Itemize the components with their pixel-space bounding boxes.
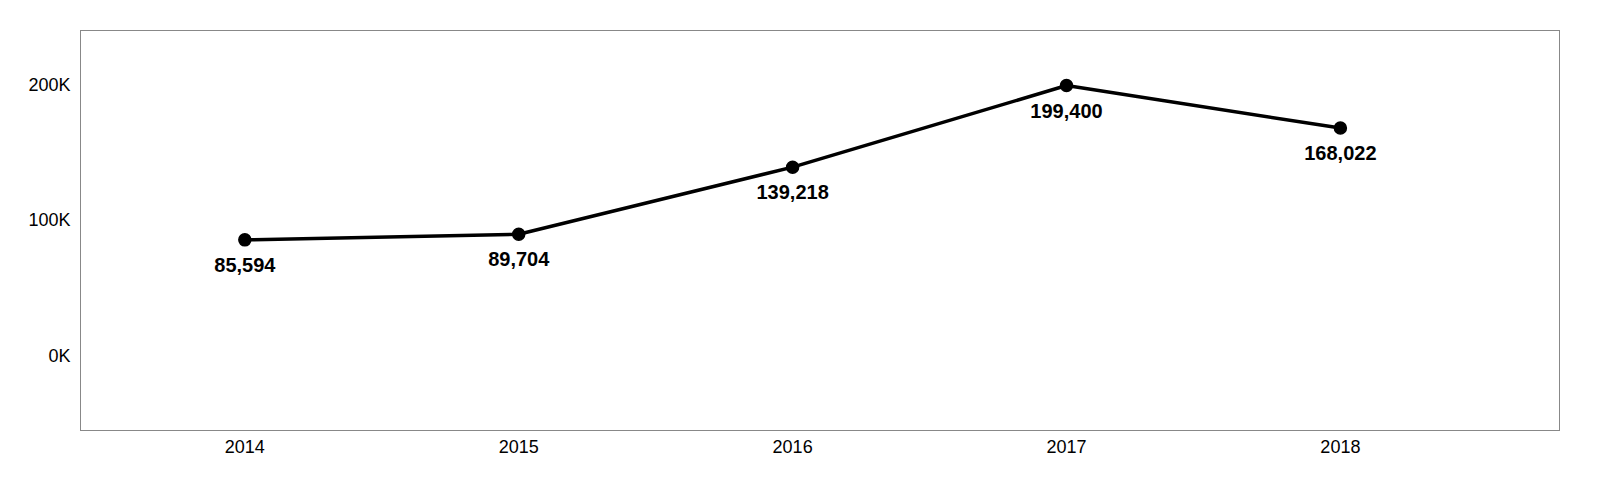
svg-text:89,704: 89,704: [488, 248, 550, 270]
svg-text:2014: 2014: [225, 437, 265, 457]
svg-text:0K: 0K: [48, 346, 70, 366]
svg-text:200K: 200K: [28, 74, 70, 94]
svg-text:2015: 2015: [499, 437, 539, 457]
svg-text:85,594: 85,594: [214, 254, 276, 276]
svg-text:2018: 2018: [1320, 437, 1360, 457]
svg-text:139,218: 139,218: [756, 181, 828, 203]
svg-text:2017: 2017: [1046, 437, 1086, 457]
svg-text:2016: 2016: [773, 437, 813, 457]
svg-text:199,400: 199,400: [1030, 100, 1102, 122]
svg-text:100K: 100K: [28, 210, 70, 230]
svg-text:168,022: 168,022: [1304, 142, 1376, 164]
